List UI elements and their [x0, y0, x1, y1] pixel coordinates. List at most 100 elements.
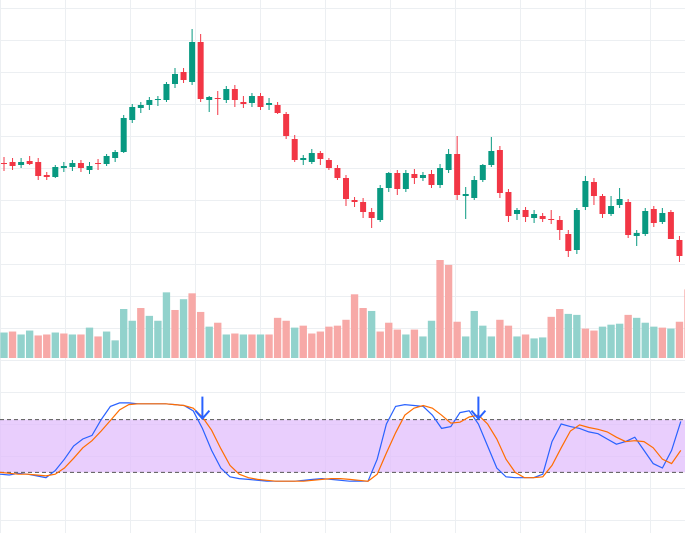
stochastic-band — [0, 419, 685, 473]
volume-bar — [231, 333, 239, 358]
candle-body — [129, 107, 136, 120]
candle-body — [454, 154, 461, 195]
arrow-head — [470, 409, 487, 421]
volume-bar — [444, 264, 453, 358]
candle-body — [368, 212, 375, 218]
candle-body — [69, 163, 76, 167]
d-line — [0, 403, 682, 482]
volume-bar — [120, 309, 128, 358]
volume-bar — [25, 330, 34, 358]
candle-body — [402, 173, 409, 189]
volume-bar — [60, 333, 68, 358]
volume-bar — [393, 329, 401, 358]
volume-bar — [85, 327, 94, 358]
candle-body — [274, 105, 281, 113]
volume-bar — [538, 337, 547, 358]
candle-body — [667, 212, 674, 239]
candle-body — [599, 196, 606, 214]
volume-bar — [350, 294, 359, 358]
candle-body — [325, 160, 332, 168]
candle-body — [77, 163, 84, 168]
volume-bar — [402, 334, 410, 358]
volume-bar — [607, 324, 615, 358]
candle-body — [257, 96, 264, 107]
candle-body — [505, 192, 512, 216]
volume-bar — [564, 313, 572, 358]
candle-body — [231, 89, 238, 100]
candle-body — [642, 211, 649, 234]
volume-bar — [641, 322, 649, 358]
candle-body — [308, 153, 315, 162]
candle-body — [608, 206, 615, 214]
candle-body — [214, 98, 221, 99]
candle-body — [206, 97, 213, 100]
k-line — [0, 402, 682, 482]
candle-body — [548, 219, 555, 220]
candle-body — [317, 153, 324, 159]
volume-bar — [137, 308, 145, 358]
volume-bar — [162, 292, 171, 358]
volume-bar — [504, 325, 513, 358]
volume-bar — [0, 332, 8, 358]
candle-body — [428, 174, 435, 185]
volume-bar — [179, 299, 188, 358]
candle-body — [419, 175, 426, 178]
candle-body — [163, 84, 170, 100]
volume-bar — [675, 321, 684, 358]
volume-bar — [633, 317, 641, 358]
volume-bar — [188, 293, 196, 358]
volume-bar — [34, 335, 42, 358]
candle-body — [522, 210, 529, 217]
candle-body — [445, 154, 452, 170]
volume-bar — [17, 334, 25, 358]
volume-bar — [650, 326, 658, 358]
candle-body — [437, 168, 444, 185]
candle-body — [676, 240, 683, 256]
candlestick-series — [1, 29, 683, 262]
volume-bar — [111, 340, 119, 358]
volume-bar — [214, 322, 222, 358]
candle-body — [35, 162, 42, 176]
volume-bar — [385, 322, 393, 358]
volume-bar — [102, 331, 111, 358]
candle-body — [95, 163, 102, 164]
candle-body — [394, 173, 401, 189]
candle-body — [650, 209, 657, 223]
volume-bar — [487, 336, 496, 358]
candle-body — [26, 161, 33, 164]
volume-bar — [239, 334, 248, 358]
down-arrow-icon — [470, 396, 487, 421]
volume-bar — [547, 316, 555, 358]
volume-bars — [0, 260, 685, 358]
candle-body — [86, 166, 93, 170]
candle-body — [539, 216, 546, 219]
volume-bar — [427, 320, 436, 358]
candle-body — [573, 210, 580, 250]
candle-body — [180, 72, 187, 80]
candle-body — [616, 199, 623, 205]
candle-body — [154, 99, 161, 100]
volume-bar — [248, 334, 256, 358]
candle-body — [189, 42, 196, 82]
volume-bar — [479, 325, 487, 358]
down-arrow-icon — [194, 396, 211, 421]
overbought-oversold-band — [0, 419, 685, 473]
volume-bar — [145, 315, 154, 358]
volume-bar — [419, 336, 427, 358]
candle-body — [411, 174, 418, 178]
volume-bar — [325, 326, 333, 358]
volume-bar — [68, 334, 77, 358]
candle-body — [60, 166, 67, 168]
candle-body — [462, 194, 469, 196]
candle-body — [565, 234, 572, 251]
volume-bar — [222, 334, 230, 358]
candle-body — [471, 180, 478, 198]
volume-bar — [530, 338, 538, 358]
candle-body — [266, 103, 273, 105]
candle-body — [582, 181, 589, 207]
candle-body — [9, 162, 16, 166]
volume-bar — [291, 327, 299, 358]
candle-body — [137, 105, 144, 108]
candle-body — [385, 173, 392, 188]
